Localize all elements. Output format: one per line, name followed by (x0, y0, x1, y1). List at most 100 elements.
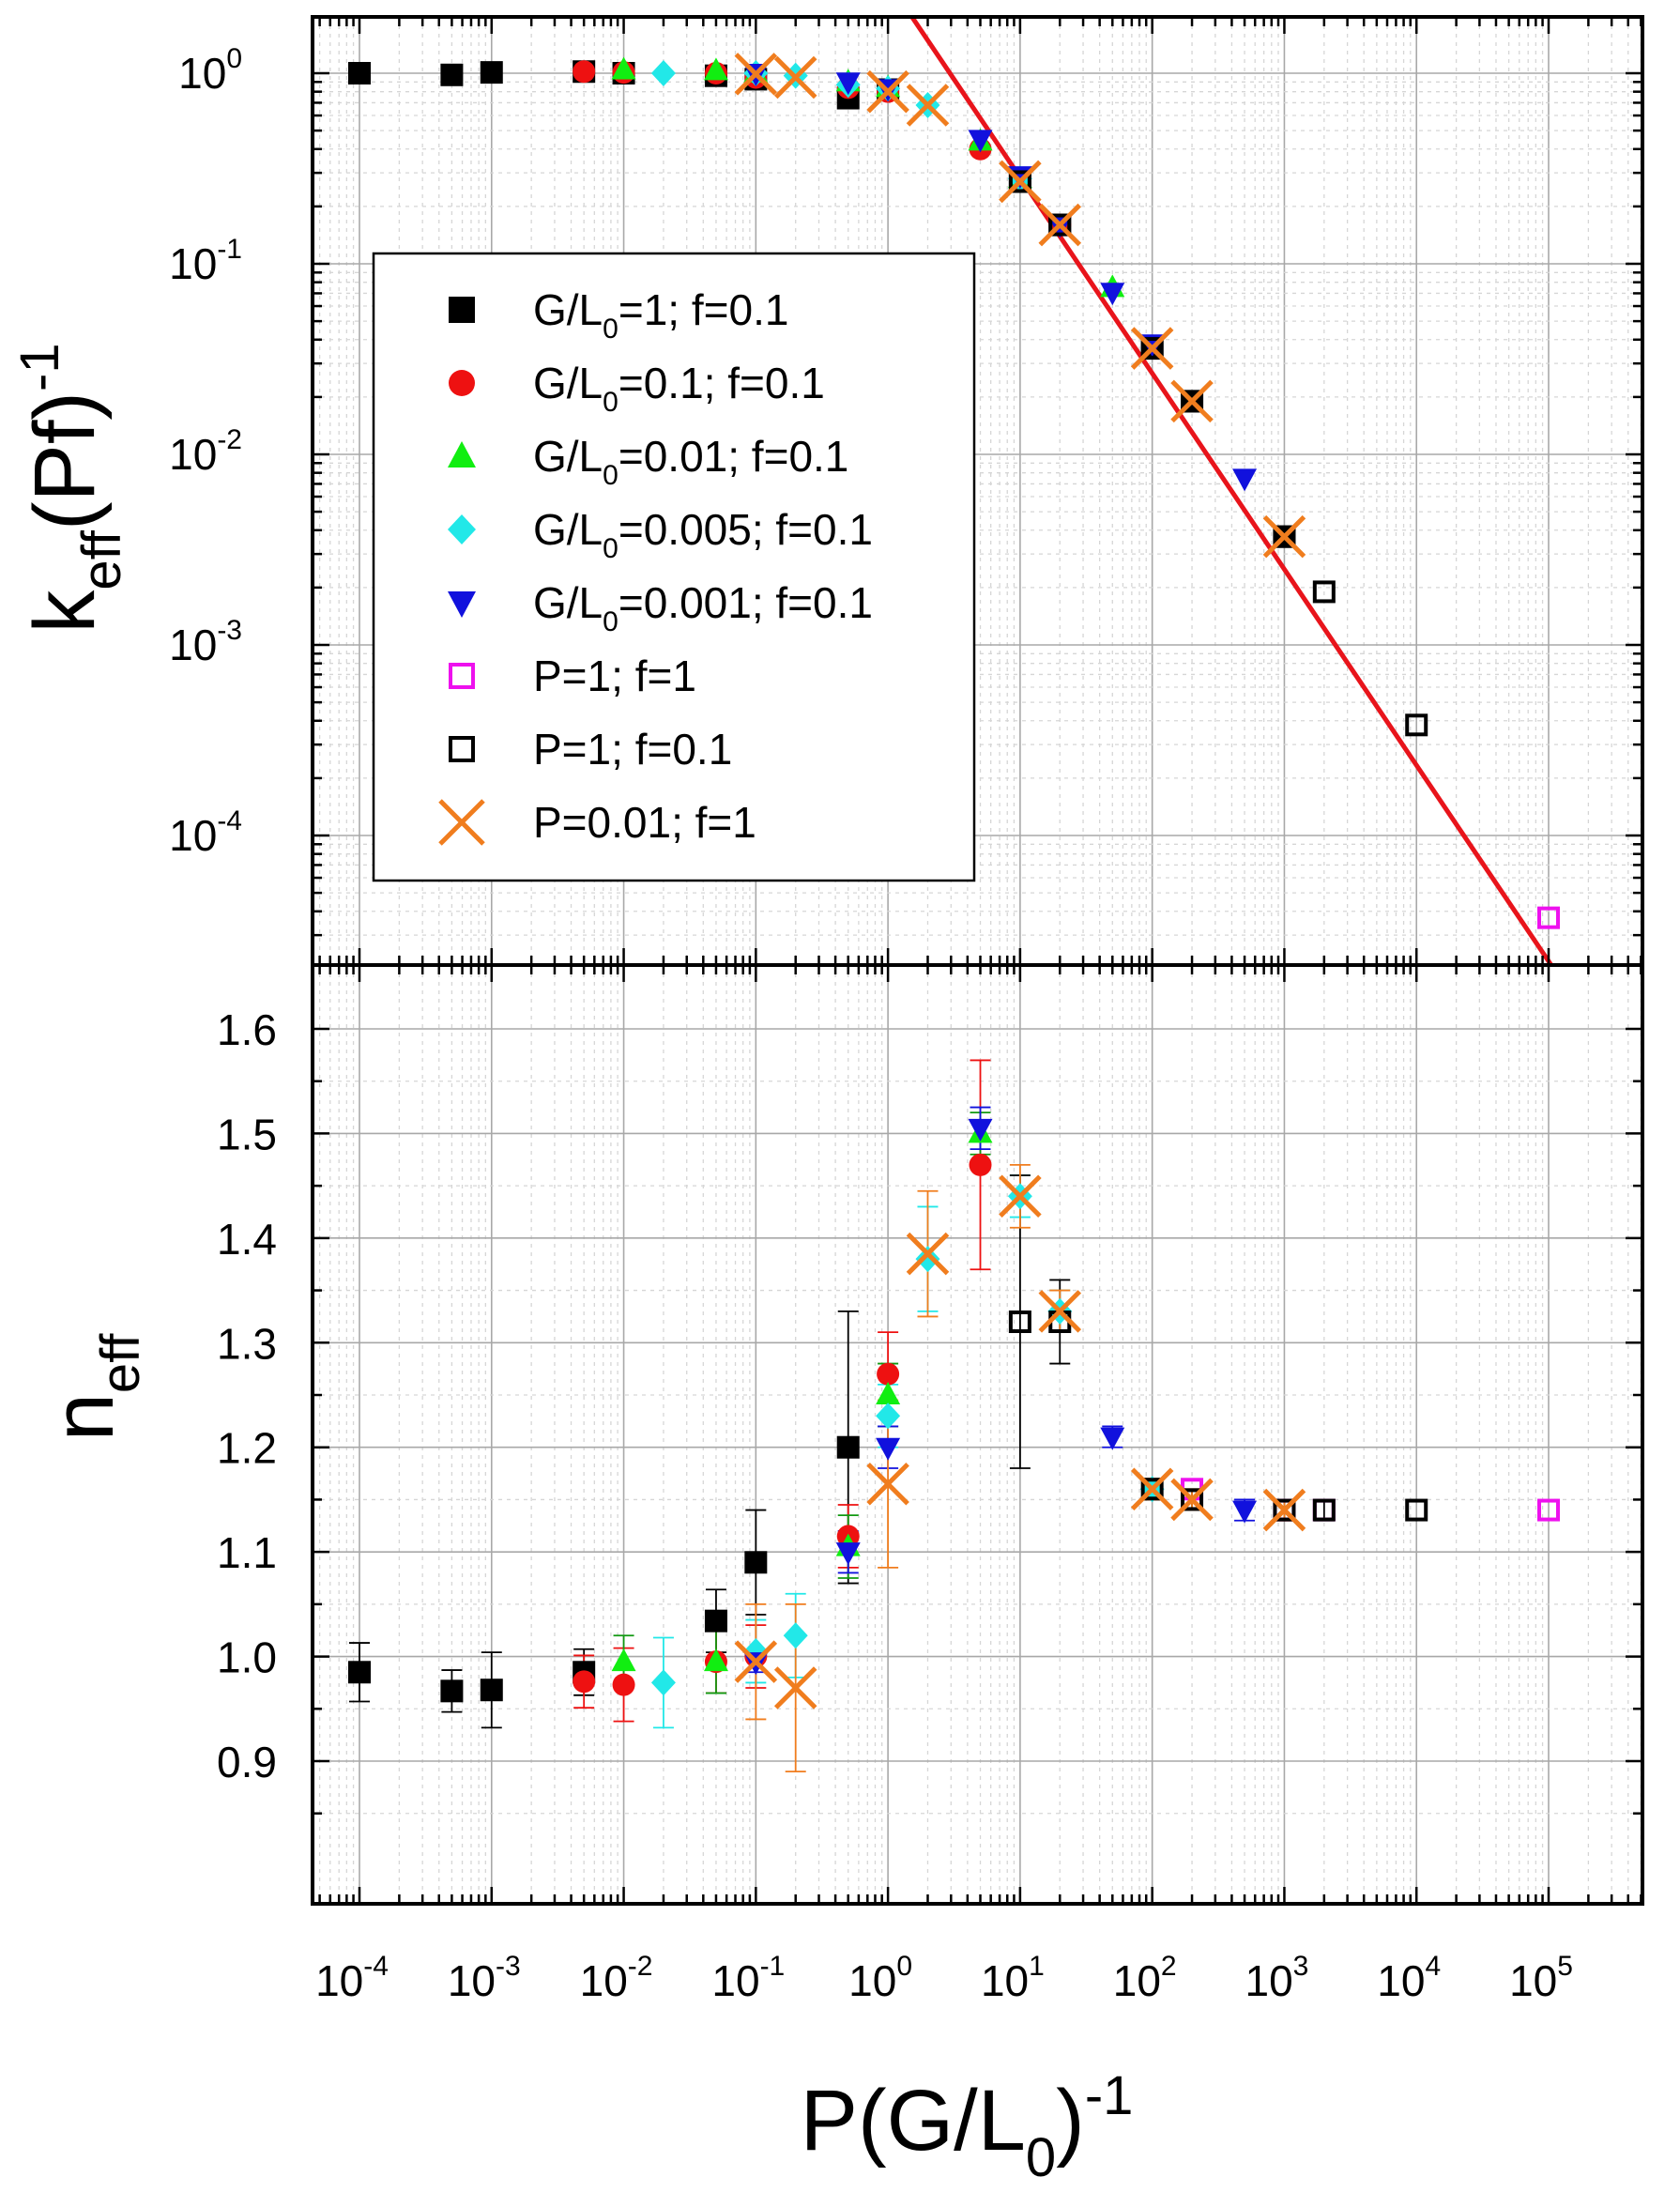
data-point (480, 1678, 503, 1702)
tick-base: 10 (1509, 1956, 1557, 2005)
tick-base: 10 (981, 1956, 1029, 2005)
data-point (650, 60, 676, 86)
data-point (1262, 1488, 1306, 1532)
y-tick-label: 1.1 (217, 1528, 277, 1577)
tick-label: 10-1 (711, 1951, 785, 2005)
tick-exponent: 0 (896, 1951, 912, 1982)
data-point (1312, 580, 1336, 604)
legend-entry: G/L0=0.01; f=0.1 (448, 432, 848, 491)
y-tick-label: 1.5 (217, 1110, 277, 1158)
x-axis-title: P(G/L0)-1 (801, 2065, 1134, 2188)
data-point (1537, 1498, 1560, 1522)
ylabel-sup: -1 (9, 343, 70, 391)
legend-marker (448, 591, 476, 618)
bottom-data-points (348, 1059, 1560, 1773)
data-point (1537, 906, 1560, 929)
data-point (835, 72, 861, 96)
y-tick-label: 1.3 (217, 1319, 277, 1368)
legend-entry: G/L0=0.001; f=0.1 (448, 578, 873, 637)
data-point (906, 84, 950, 127)
data-point (1181, 390, 1204, 413)
legend-entry: P=0.01; f=1 (438, 798, 756, 847)
error-bar (1313, 1498, 1335, 1522)
data-point (1038, 203, 1082, 247)
legend-label: P=1; f=0.1 (533, 725, 732, 774)
tick-label: 10-3 (448, 1951, 521, 2005)
tick-label: 10-2 (169, 424, 242, 479)
data-point (866, 1462, 909, 1506)
data-point (1130, 327, 1174, 370)
data-point (968, 130, 993, 153)
data-point (611, 56, 636, 80)
legend-entry: P=1; f=0.1 (449, 725, 732, 774)
data-point (783, 1622, 808, 1649)
data-point (612, 1673, 635, 1696)
data-point (573, 60, 596, 84)
data-point (1100, 1427, 1125, 1450)
tick-base: 10 (580, 1956, 628, 2005)
data-point (1140, 337, 1164, 360)
tick-base: 10 (178, 49, 226, 98)
legend-marker (449, 736, 475, 762)
ylabel-sub: eff (90, 1333, 151, 1393)
tick-base: 10 (848, 1956, 896, 2005)
data-point (1232, 1500, 1258, 1524)
xlabel-post: ) (1056, 2073, 1085, 2169)
tick-base: 10 (448, 1956, 496, 2005)
tick-label: 100 (178, 43, 242, 98)
data-point (1130, 1467, 1174, 1511)
legend-box (372, 252, 976, 882)
data-point (773, 55, 817, 100)
legend-marker (449, 370, 475, 396)
ylabel-base: n (36, 1393, 131, 1441)
data-point (915, 1246, 940, 1273)
tick-exponent: -3 (217, 615, 242, 646)
data-point (906, 1232, 950, 1276)
data-point (1048, 213, 1072, 237)
ylabel-base: k (17, 590, 113, 634)
legend-label: G/L0=1; f=0.1 (533, 285, 788, 345)
tick-label: 100 (848, 1951, 912, 2005)
data-point (1312, 1498, 1336, 1522)
tick-exponent: -4 (217, 805, 242, 836)
tick-exponent: 1 (1029, 1951, 1045, 1982)
tick-exponent: 0 (226, 43, 242, 74)
data-point (1140, 1478, 1164, 1501)
top-y-axis-title: keff(Pf)-1 (9, 343, 132, 633)
data-point (1170, 379, 1214, 423)
data-point (440, 63, 464, 86)
tick-base: 10 (711, 1956, 759, 2005)
data-point (1405, 713, 1428, 737)
tick-label: 10-4 (315, 1951, 389, 2005)
tick-base: 10 (169, 239, 217, 288)
xlabel-sub: 0 (1026, 2127, 1056, 2188)
tick-base: 10 (1113, 1956, 1161, 2005)
data-point (1008, 1311, 1031, 1333)
data-point (440, 1679, 464, 1703)
data-point (866, 69, 909, 114)
data-point (1273, 525, 1296, 548)
data-point (1405, 1498, 1428, 1522)
data-point (480, 61, 503, 84)
data-point (773, 1666, 817, 1709)
legend-entry: P=1; f=1 (449, 651, 696, 700)
y-tick-label: 1.0 (217, 1633, 277, 1682)
data-point (734, 53, 778, 96)
data-point (1170, 1478, 1214, 1522)
data-point (835, 1542, 861, 1566)
data-point (611, 1648, 636, 1672)
bottom-axis-ticks (313, 965, 1642, 1904)
y-tick-label: 1.2 (217, 1424, 277, 1473)
tick-base: 10 (315, 1956, 363, 2005)
bottom-plot-frame (311, 963, 1644, 1906)
bottom-y-tick-labels: 0.9 1.0 1.1 1.2 1.3 1.4 1.5 1.6 (217, 1005, 277, 1786)
legend-label: G/L0=0.1; f=0.1 (533, 359, 825, 418)
x-tick-labels: 10-4 10-3 10-2 10-1 100 101 102 103 104 105 (315, 1951, 1573, 2005)
legend-entry: G/L0=0.005; f=0.1 (448, 505, 873, 564)
y-tick-label: 1.4 (217, 1215, 277, 1264)
tick-label: 10-2 (580, 1951, 653, 2005)
ylabel-sub: eff (71, 529, 132, 590)
legend-marker (448, 441, 476, 468)
bottom-panel: 0.91.01.11.21.31.41.51.6 10-4 10-3 10-2 10-… (36, 963, 1644, 2188)
